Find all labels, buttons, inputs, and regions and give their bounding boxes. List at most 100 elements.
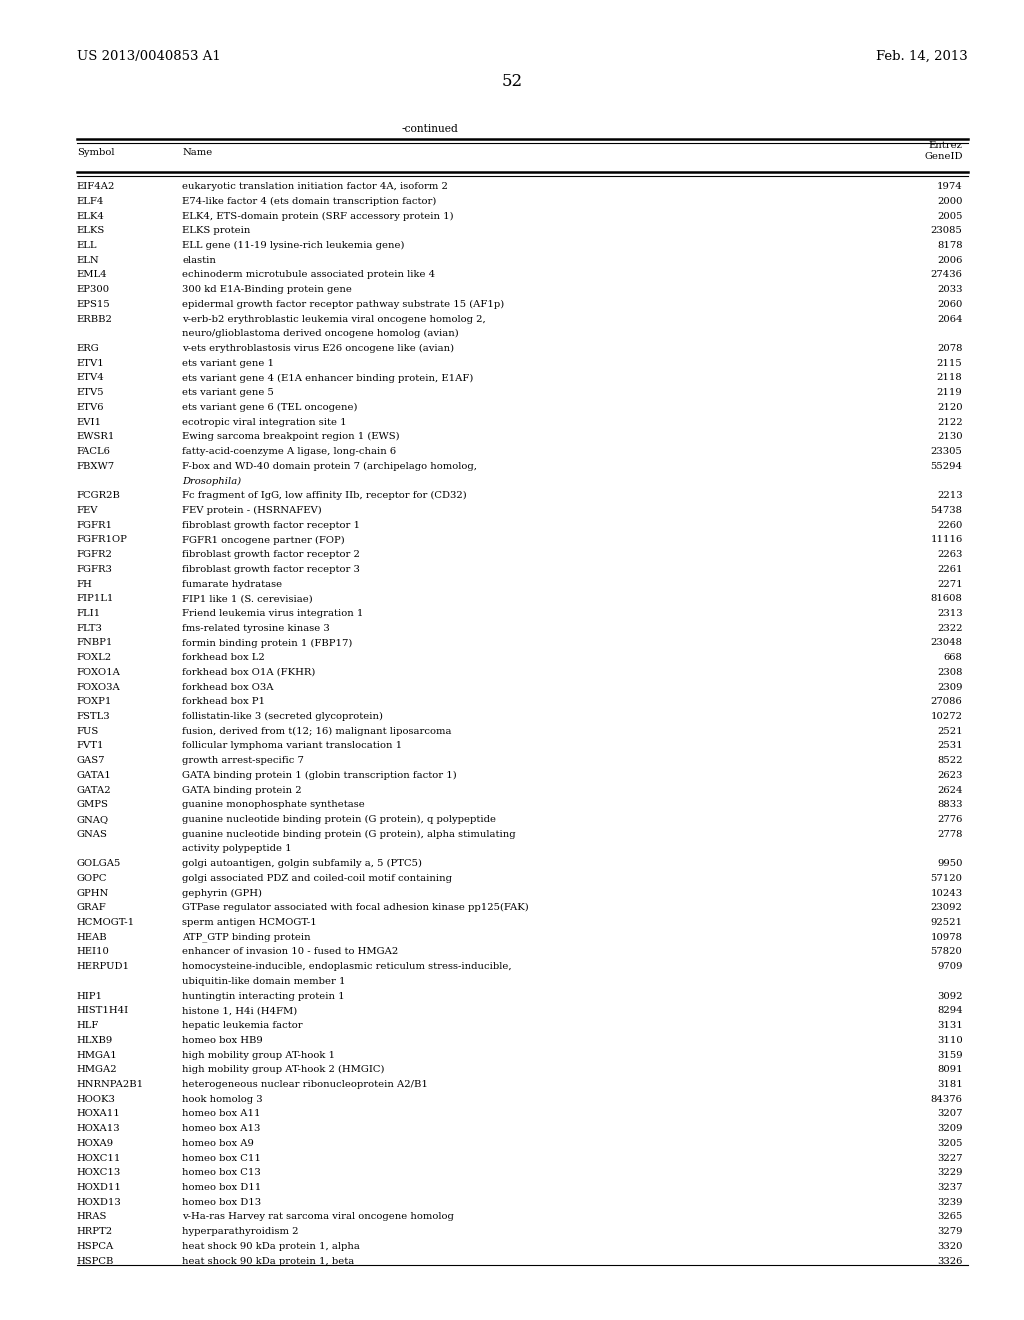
Text: 8522: 8522 — [937, 756, 963, 766]
Text: 27086: 27086 — [931, 697, 963, 706]
Text: FIP1L1: FIP1L1 — [77, 594, 114, 603]
Text: 2000: 2000 — [937, 197, 963, 206]
Text: activity polypeptide 1: activity polypeptide 1 — [182, 845, 292, 854]
Text: 2118: 2118 — [937, 374, 963, 383]
Text: ERG: ERG — [77, 345, 99, 352]
Text: homocysteine-inducible, endoplasmic reticulum stress-inducible,: homocysteine-inducible, endoplasmic reti… — [182, 962, 512, 972]
Text: 2623: 2623 — [937, 771, 963, 780]
Text: 2313: 2313 — [937, 609, 963, 618]
Text: neuro/glioblastoma derived oncogene homolog (avian): neuro/glioblastoma derived oncogene homo… — [182, 329, 459, 338]
Text: 2213: 2213 — [937, 491, 963, 500]
Text: ecotropic viral integration site 1: ecotropic viral integration site 1 — [182, 417, 347, 426]
Text: HRPT2: HRPT2 — [77, 1228, 113, 1236]
Text: ATP_GTP binding protein: ATP_GTP binding protein — [182, 933, 311, 942]
Text: EML4: EML4 — [77, 271, 108, 280]
Text: FGFR3: FGFR3 — [77, 565, 113, 574]
Text: HIST1H4I: HIST1H4I — [77, 1006, 129, 1015]
Text: Friend leukemia virus integration 1: Friend leukemia virus integration 1 — [182, 609, 364, 618]
Text: HLF: HLF — [77, 1022, 99, 1030]
Text: fibroblast growth factor receptor 2: fibroblast growth factor receptor 2 — [182, 550, 360, 560]
Text: HNRNPA2B1: HNRNPA2B1 — [77, 1080, 144, 1089]
Text: HMGA2: HMGA2 — [77, 1065, 118, 1074]
Text: 23085: 23085 — [931, 226, 963, 235]
Text: v-ets erythroblastosis virus E26 oncogene like (avian): v-ets erythroblastosis virus E26 oncogen… — [182, 345, 455, 354]
Text: 8833: 8833 — [937, 800, 963, 809]
Text: hyperparathyroidism 2: hyperparathyroidism 2 — [182, 1228, 299, 1236]
Text: 2122: 2122 — [937, 417, 963, 426]
Text: HSPCA: HSPCA — [77, 1242, 114, 1251]
Text: fibroblast growth factor receptor 1: fibroblast growth factor receptor 1 — [182, 520, 360, 529]
Text: eukaryotic translation initiation factor 4A, isoform 2: eukaryotic translation initiation factor… — [182, 182, 449, 191]
Text: 10272: 10272 — [931, 711, 963, 721]
Text: high mobility group AT-hook 1: high mobility group AT-hook 1 — [182, 1051, 335, 1060]
Text: 55294: 55294 — [931, 462, 963, 471]
Text: v-erb-b2 erythroblastic leukemia viral oncogene homolog 2,: v-erb-b2 erythroblastic leukemia viral o… — [182, 314, 486, 323]
Text: 3227: 3227 — [937, 1154, 963, 1163]
Text: 2130: 2130 — [937, 433, 963, 441]
Text: 3205: 3205 — [937, 1139, 963, 1148]
Text: hook homolog 3: hook homolog 3 — [182, 1094, 263, 1104]
Text: 8091: 8091 — [937, 1065, 963, 1074]
Text: FBXW7: FBXW7 — [77, 462, 115, 471]
Text: 300 kd E1A-Binding protein gene: 300 kd E1A-Binding protein gene — [182, 285, 352, 294]
Text: GAS7: GAS7 — [77, 756, 105, 766]
Text: 3326: 3326 — [937, 1257, 963, 1266]
Text: FGFR1: FGFR1 — [77, 520, 113, 529]
Text: fusion, derived from t(12; 16) malignant liposarcoma: fusion, derived from t(12; 16) malignant… — [182, 727, 452, 735]
Text: ets variant gene 6 (TEL oncogene): ets variant gene 6 (TEL oncogene) — [182, 403, 357, 412]
Text: follistatin-like 3 (secreted glycoprotein): follistatin-like 3 (secreted glycoprotei… — [182, 711, 383, 721]
Text: HLXB9: HLXB9 — [77, 1036, 113, 1045]
Text: Fc fragment of IgG, low affinity IIb, receptor for (CD32): Fc fragment of IgG, low affinity IIb, re… — [182, 491, 467, 500]
Text: homeo box D11: homeo box D11 — [182, 1183, 261, 1192]
Text: heat shock 90 kDa protein 1, alpha: heat shock 90 kDa protein 1, alpha — [182, 1242, 360, 1251]
Text: FOXO3A: FOXO3A — [77, 682, 121, 692]
Text: 10243: 10243 — [931, 888, 963, 898]
Text: HRAS: HRAS — [77, 1212, 108, 1221]
Text: EPS15: EPS15 — [77, 300, 111, 309]
Text: HOXD11: HOXD11 — [77, 1183, 122, 1192]
Text: HEI10: HEI10 — [77, 948, 110, 957]
Text: 23092: 23092 — [931, 903, 963, 912]
Text: HSPCB: HSPCB — [77, 1257, 114, 1266]
Text: FOXP1: FOXP1 — [77, 697, 113, 706]
Text: EIF4A2: EIF4A2 — [77, 182, 115, 191]
Text: 3320: 3320 — [937, 1242, 963, 1251]
Text: HEAB: HEAB — [77, 933, 108, 941]
Text: Ewing sarcoma breakpoint region 1 (EWS): Ewing sarcoma breakpoint region 1 (EWS) — [182, 433, 400, 441]
Text: 2120: 2120 — [937, 403, 963, 412]
Text: 84376: 84376 — [931, 1094, 963, 1104]
Text: ets variant gene 1: ets variant gene 1 — [182, 359, 274, 368]
Text: ETV4: ETV4 — [77, 374, 104, 383]
Text: GATA binding protein 2: GATA binding protein 2 — [182, 785, 302, 795]
Text: FACL6: FACL6 — [77, 447, 111, 457]
Text: 2005: 2005 — [937, 211, 963, 220]
Text: 2261: 2261 — [937, 565, 963, 574]
Text: 8178: 8178 — [937, 242, 963, 249]
Text: FVT1: FVT1 — [77, 742, 104, 751]
Text: Symbol: Symbol — [77, 148, 115, 157]
Text: 2271: 2271 — [937, 579, 963, 589]
Text: forkhead box L2: forkhead box L2 — [182, 653, 265, 663]
Text: heterogeneous nuclear ribonucleoprotein A2/B1: heterogeneous nuclear ribonucleoprotein … — [182, 1080, 428, 1089]
Text: 3181: 3181 — [937, 1080, 963, 1089]
Text: FGFR1 oncogene partner (FOP): FGFR1 oncogene partner (FOP) — [182, 536, 345, 545]
Text: high mobility group AT-hook 2 (HMGIC): high mobility group AT-hook 2 (HMGIC) — [182, 1065, 385, 1074]
Text: 3209: 3209 — [937, 1125, 963, 1133]
Text: ets variant gene 5: ets variant gene 5 — [182, 388, 274, 397]
Text: FNBP1: FNBP1 — [77, 639, 114, 647]
Text: guanine nucleotide binding protein (G protein), alpha stimulating: guanine nucleotide binding protein (G pr… — [182, 830, 516, 840]
Text: 10978: 10978 — [931, 933, 963, 941]
Text: fibroblast growth factor receptor 3: fibroblast growth factor receptor 3 — [182, 565, 360, 574]
Text: 8294: 8294 — [937, 1006, 963, 1015]
Text: echinoderm microtubule associated protein like 4: echinoderm microtubule associated protei… — [182, 271, 435, 280]
Text: HOXA9: HOXA9 — [77, 1139, 114, 1148]
Text: heat shock 90 kDa protein 1, beta: heat shock 90 kDa protein 1, beta — [182, 1257, 354, 1266]
Text: 3265: 3265 — [937, 1212, 963, 1221]
Text: 3092: 3092 — [937, 991, 963, 1001]
Text: FCGR2B: FCGR2B — [77, 491, 121, 500]
Text: 2033: 2033 — [937, 285, 963, 294]
Text: homeo box A13: homeo box A13 — [182, 1125, 261, 1133]
Text: 668: 668 — [944, 653, 963, 663]
Text: HCMOGT-1: HCMOGT-1 — [77, 917, 135, 927]
Text: Name: Name — [182, 148, 213, 157]
